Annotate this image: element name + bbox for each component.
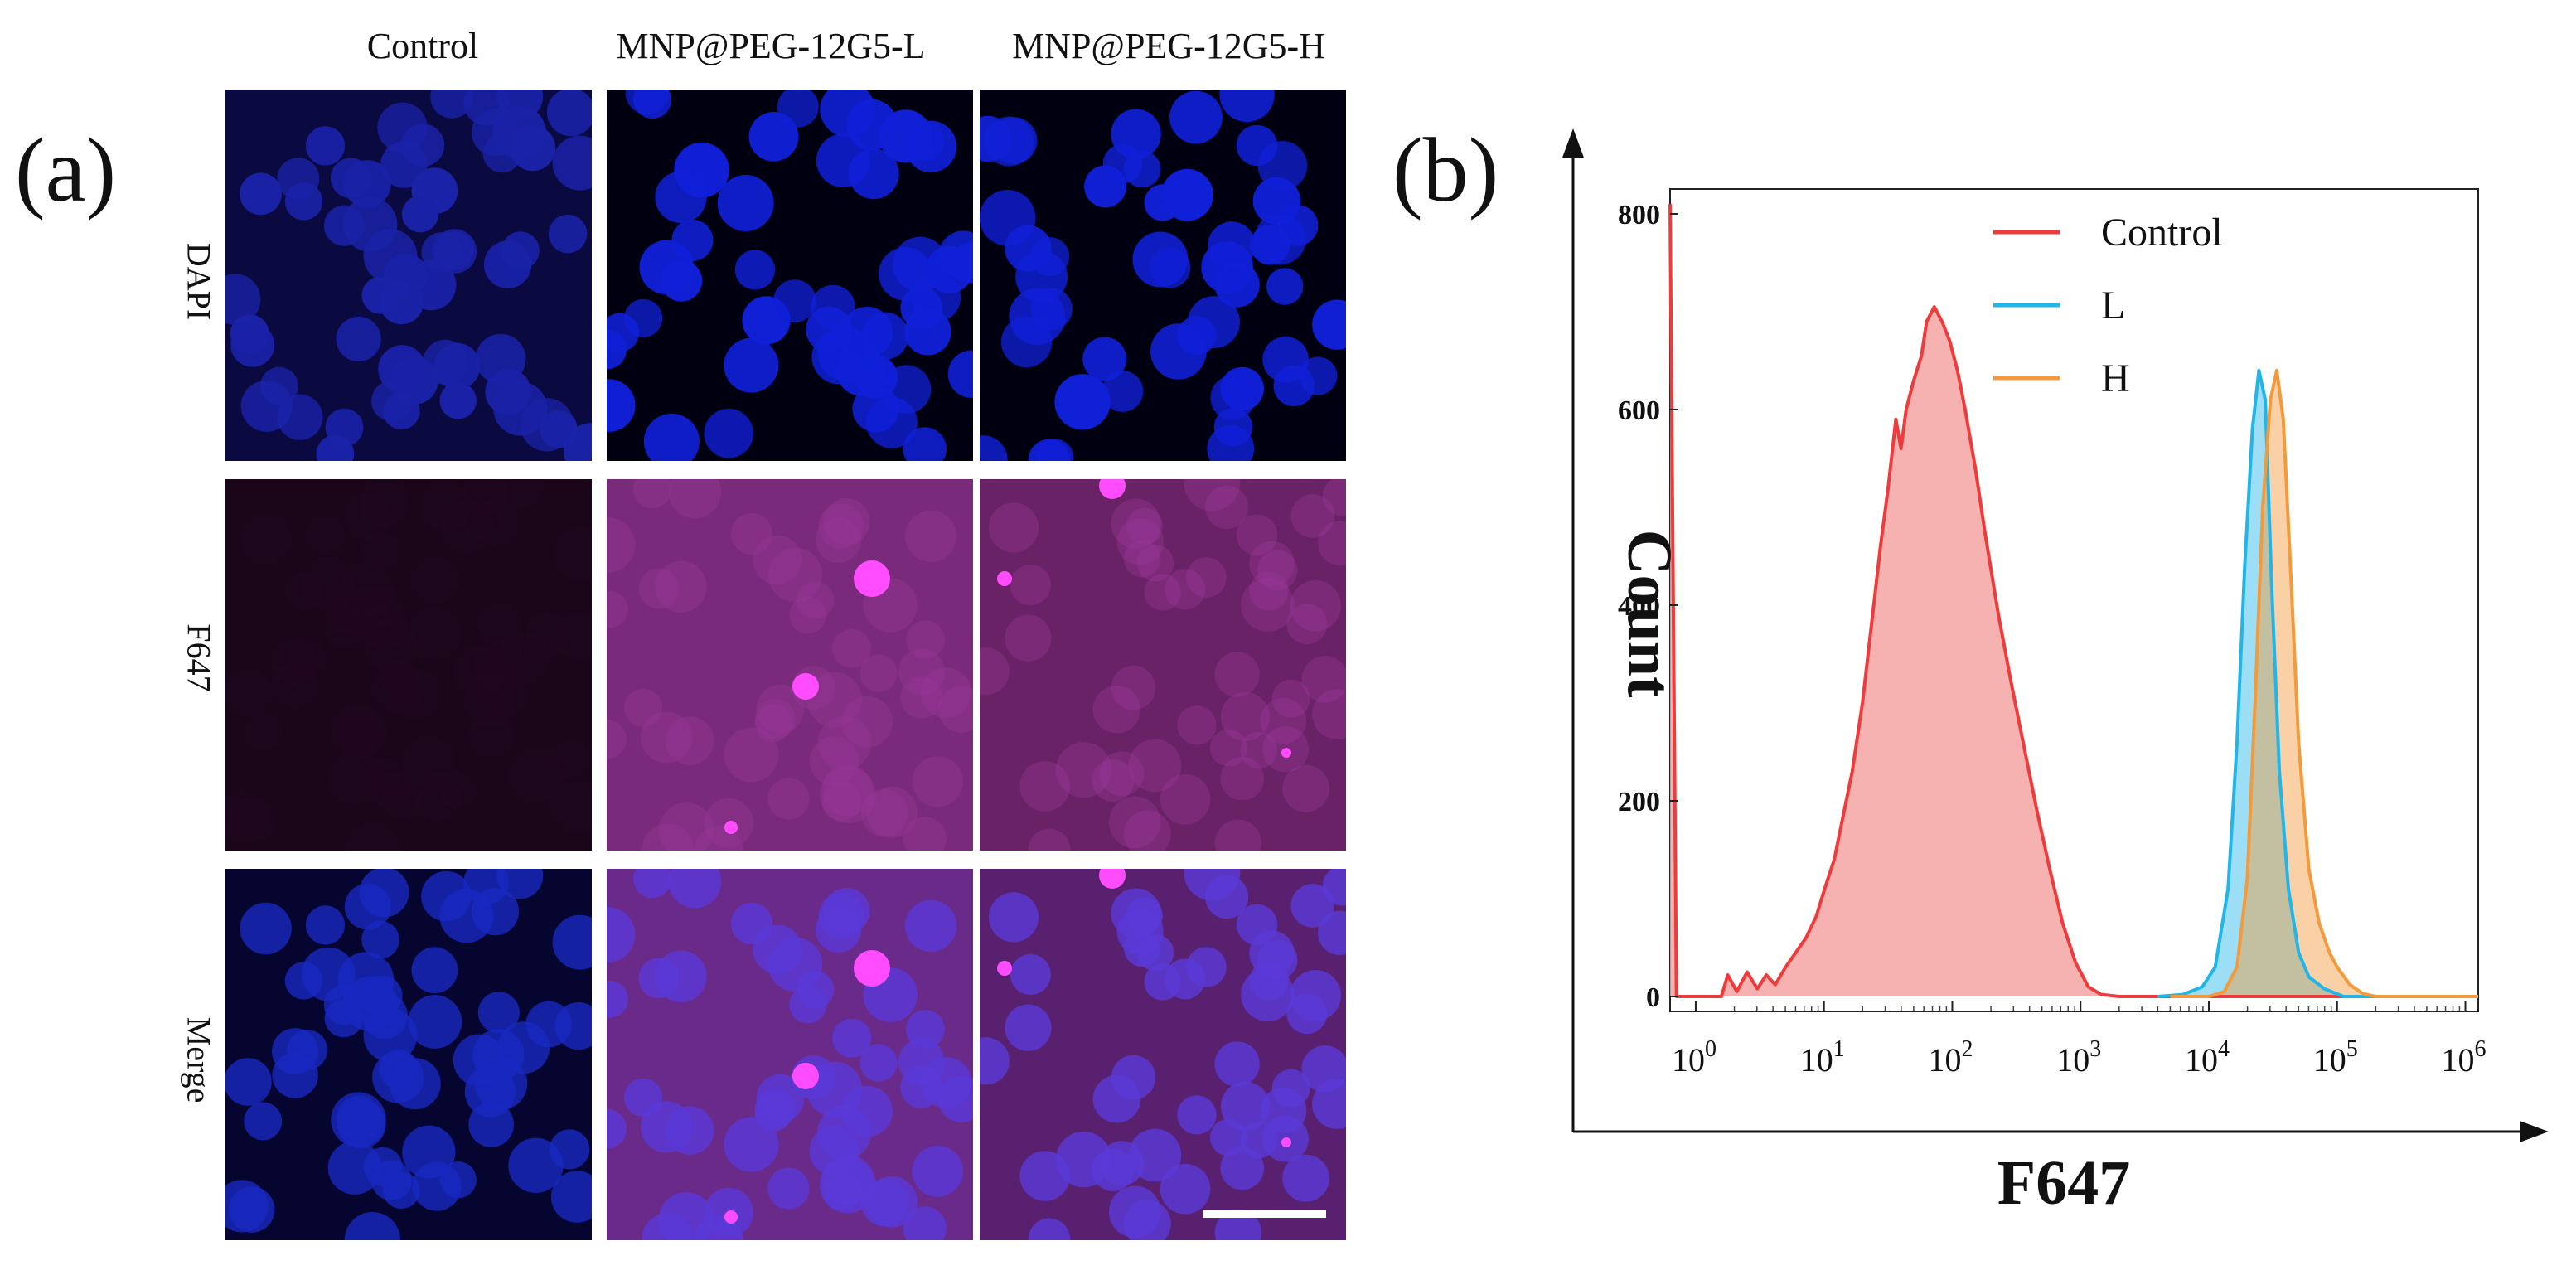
axes <box>1562 128 2549 1142</box>
legend: Control LH <box>1993 211 2223 400</box>
micrograph-f647-1 <box>225 479 592 851</box>
y-axis-label: Count <box>1615 530 1684 698</box>
x-tick-label: 105 <box>2313 1036 2358 1079</box>
series-area-control <box>1670 204 2478 996</box>
x-axis-label: F647 <box>1997 1148 2130 1210</box>
legend-label-l: L <box>2101 284 2125 327</box>
column-title-control: Control <box>366 26 479 66</box>
micrograph-merge-2 <box>607 869 973 1240</box>
series-line-h <box>2170 368 2478 998</box>
flow-cytometry-histogram: 0 200 400 600 800 100 101 102 103 104 105 106 F647 Co… <box>1562 128 2549 1210</box>
panel-a-label: (a) <box>15 119 117 221</box>
y-tick-label: 400 <box>1618 591 1660 622</box>
x-tick-label: 106 <box>2442 1036 2486 1079</box>
legend-label-control: Control <box>2101 211 2223 255</box>
series-area-h <box>2170 370 2478 996</box>
y-tick-label: 600 <box>1618 395 1660 426</box>
series-line-control <box>1668 204 2478 998</box>
x-tick-label: 104 <box>2185 1036 2230 1079</box>
micrograph-dapi-1 <box>225 90 592 461</box>
x-tick-label: 101 <box>1800 1036 1845 1079</box>
column-title-mnp-h: MNP@PEG-12G5-H <box>1012 26 1325 66</box>
micrograph-merge-3 <box>980 869 1346 1240</box>
micrograph-f647-2 <box>607 479 973 851</box>
micrograph-dapi-2 <box>607 90 973 461</box>
y-axis-arrow-icon <box>1562 128 1584 158</box>
micrograph-dapi-3 <box>980 90 1346 461</box>
y-tick-label: 200 <box>1618 787 1660 817</box>
x-tick-label: 102 <box>1928 1036 1973 1079</box>
micrograph-f647-3 <box>980 479 1346 851</box>
row-label-dapi: DAPI <box>180 242 218 321</box>
plot-frame <box>1669 188 2479 1012</box>
micrograph-merge-1 <box>225 869 592 1240</box>
series-line-l <box>2157 368 2478 998</box>
panel-b-label: (b) <box>1392 119 1499 221</box>
scale-bar <box>1203 1210 1326 1218</box>
column-title-mnp-l: MNP@PEG-12G5-L <box>616 26 926 66</box>
x-axis-arrow-icon <box>2520 1121 2549 1142</box>
series-area-l <box>2157 370 2478 996</box>
y-tick-label: 0 <box>1646 982 1660 1013</box>
row-label-f647: F647 <box>180 623 218 692</box>
y-tick-label: 800 <box>1618 200 1660 230</box>
row-label-merge: Merge <box>180 1016 218 1103</box>
x-tick-label: 100 <box>1672 1036 1717 1079</box>
legend-label-h: H <box>2101 356 2130 400</box>
x-tick-label: 103 <box>2056 1036 2101 1079</box>
